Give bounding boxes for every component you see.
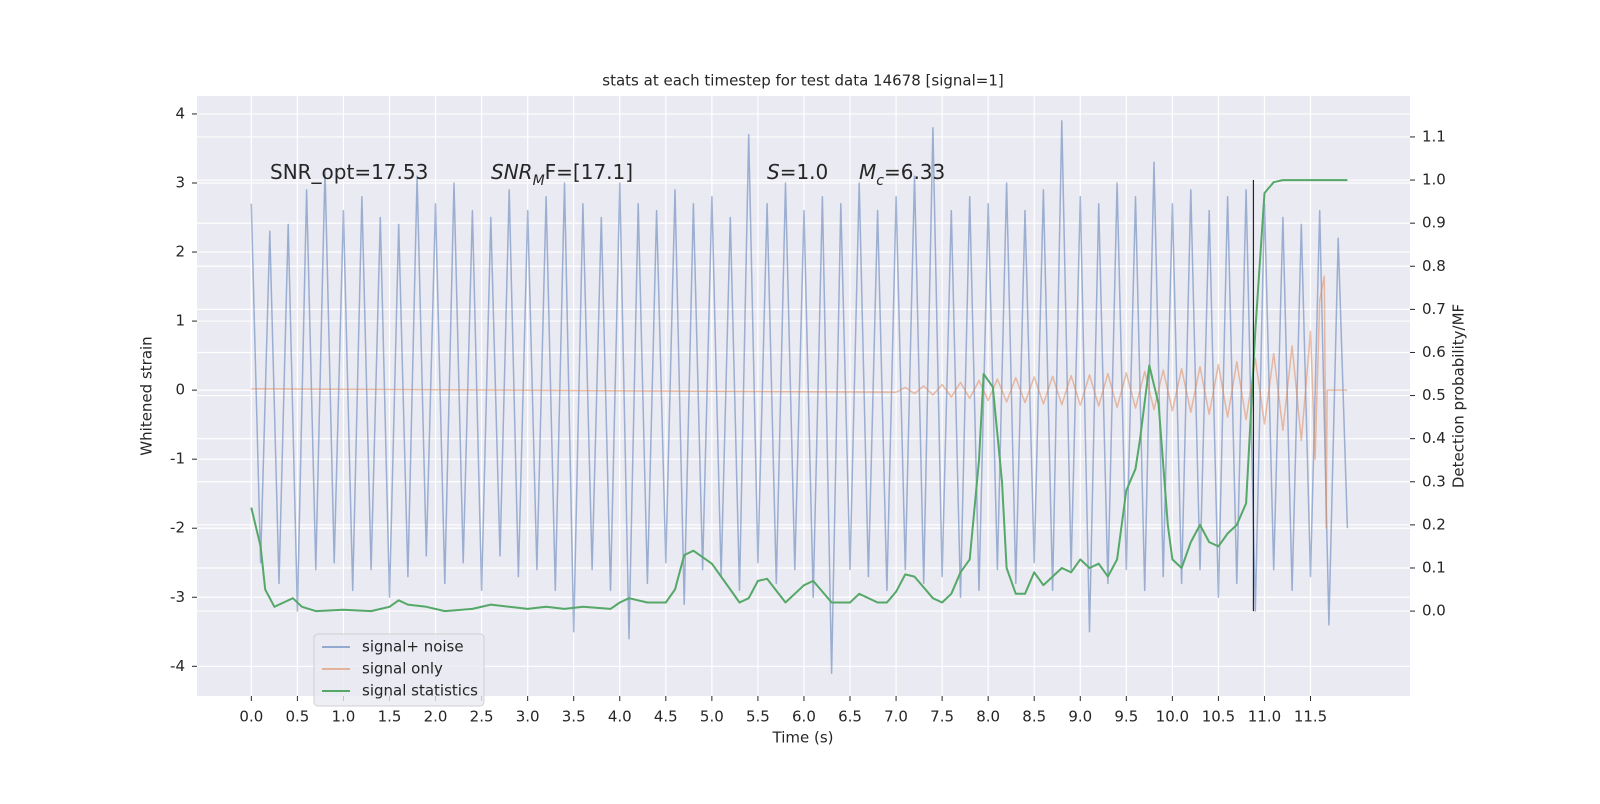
annotation: SNR_opt=17.53 [270,160,428,184]
x-tick-label: 4.0 [608,708,632,726]
y2-tick-label: 0.0 [1422,602,1446,620]
y2-tick-label: 0.1 [1422,558,1446,576]
annotation: S=1.0 [767,160,828,184]
x-tick-label: 5.0 [700,708,724,726]
series-line [251,275,1348,529]
y-tick-label: 1 [175,312,185,330]
chart-title: stats at each timestep for test data 146… [602,72,1003,90]
y-tick-label: 2 [175,243,185,261]
series-line [250,120,1349,674]
x-tick-label: 0.0 [239,708,263,726]
y-tick-label: -4 [170,657,185,675]
annotation-part: M [859,160,876,184]
x-tick-label: 5.5 [746,708,770,726]
y2-tick-label: 0.8 [1422,257,1446,275]
y2-tick-label: 0.3 [1422,472,1446,490]
annotation-part: S [767,160,780,184]
x-tick-label: 10.5 [1202,708,1235,726]
annotation-part: SNR [491,160,533,184]
y2-tick-label: 0.6 [1422,343,1446,361]
legend: signal+ noise signal only signal statistic… [313,633,485,707]
x-tick-label: 4.5 [654,708,678,726]
y2-tick-label: 0.9 [1422,214,1446,232]
x-tick-label: 6.0 [792,708,816,726]
annotation-part: =6.33 [884,160,945,184]
x-tick-label: 9.5 [1114,708,1138,726]
x-tick-label: 6.5 [838,708,862,726]
y-tick-label: -3 [170,588,185,606]
legend-box [313,633,485,707]
x-axis-label: Time (s) [772,729,834,747]
grid: 0.0 0.5 1.0 1.5 2.0 2.5 3.0 3.5 4.0 4.5 5.0 5.5 6.0 6… [170,96,1446,726]
x-tick-label: 10.0 [1156,708,1189,726]
x-tick-label: 2.5 [470,708,494,726]
annotation-part: SNR_opt=17.53 [270,160,428,184]
x-tick-label: 7.5 [930,708,954,726]
foreground: SNR_opt=17.53 SNRMF=[17.1] S=1.0 Mc=6.33sig… [270,160,1255,707]
legend-label: signal only [362,660,443,678]
annotation-part: =1.0 [780,160,829,184]
y2-tick-label: 1.0 [1422,171,1446,189]
y-tick-label: 3 [175,173,185,191]
y2-tick-label: 0.2 [1422,515,1446,533]
x-tick-label: 3.5 [562,708,586,726]
annotation: Mc=6.33 [859,160,945,190]
x-tick-label: 1.0 [332,708,356,726]
y2-tick-label: 0.7 [1422,300,1446,318]
x-tick-label: 3.0 [516,708,540,726]
x-tick-label: 1.5 [378,708,402,726]
annotation-part: F=[17.1] [545,160,633,184]
annotation-part: M [533,173,545,189]
y2-tick-label: 1.1 [1422,127,1446,145]
x-tick-label: 11.0 [1248,708,1281,726]
legend-label: signal statistics [362,682,478,700]
y-tick-label: 4 [175,104,185,122]
x-tick-label: 2.0 [424,708,448,726]
y-axis-label: Whitened strain [138,336,156,455]
x-tick-label: 8.5 [1022,708,1046,726]
y2-tick-label: 0.4 [1422,429,1446,447]
annotation-part: c [876,173,884,189]
y2-tick-label: 0.5 [1422,386,1446,404]
series-line [250,179,1348,613]
y2-axis-label: Detection probability/MF [1450,304,1468,488]
y-tick-label: -1 [170,450,185,468]
legend-label: signal+ noise [362,638,464,656]
y-tick-label: -2 [170,519,185,537]
x-tick-label: 8.0 [976,708,1000,726]
x-tick-label: 0.5 [285,708,309,726]
x-tick-label: 7.0 [884,708,908,726]
y-tick-label: 0 [175,381,185,399]
annotation: SNRMF=[17.1] [491,160,633,190]
x-tick-label: 11.5 [1294,708,1327,726]
x-tick-label: 9.0 [1068,708,1092,726]
marks [250,120,1349,674]
